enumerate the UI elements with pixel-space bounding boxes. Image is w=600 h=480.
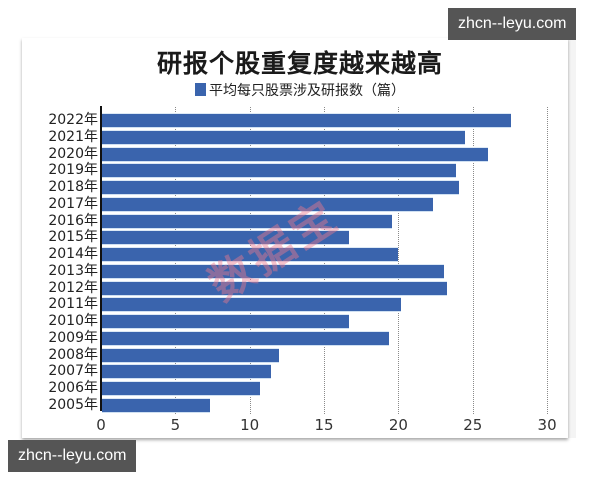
bar bbox=[102, 264, 445, 278]
legend-swatch-icon bbox=[195, 83, 206, 96]
x-tick-label: 5 bbox=[170, 416, 181, 434]
y-category-label: 2006年 bbox=[48, 380, 98, 396]
y-category-label: 2014年 bbox=[48, 246, 98, 262]
bar bbox=[102, 331, 390, 345]
y-category-label: 2016年 bbox=[48, 212, 98, 229]
bar bbox=[102, 365, 271, 379]
x-tick-label: 20 bbox=[388, 416, 408, 434]
legend-label: 平均每只股票涉及研报数（篇） bbox=[209, 83, 405, 99]
bar bbox=[102, 114, 512, 127]
bar bbox=[102, 382, 261, 395]
chart-legend: 平均每只股票涉及研报数（篇） bbox=[0, 80, 600, 100]
bar bbox=[102, 281, 448, 295]
y-category-label: 2008年 bbox=[48, 346, 98, 363]
y-category-label: 2022年 bbox=[48, 112, 98, 128]
y-category-label: 2007年 bbox=[48, 363, 98, 380]
x-tick-label: 10 bbox=[240, 416, 260, 434]
y-category-label: 2012年 bbox=[48, 279, 98, 296]
y-category-label: 2019年 bbox=[48, 162, 98, 179]
site-badge-top[interactable]: zhcn--leyu.com bbox=[448, 8, 577, 40]
bar bbox=[102, 248, 399, 261]
x-tick-label: 0 bbox=[96, 416, 106, 434]
bar bbox=[102, 214, 393, 228]
bar bbox=[102, 130, 466, 144]
y-category-label: 2021年 bbox=[48, 128, 98, 145]
site-badge-bottom[interactable]: zhcn--leyu.com bbox=[8, 440, 137, 472]
bar bbox=[102, 398, 210, 412]
y-axis-line bbox=[100, 106, 102, 411]
gridline bbox=[398, 107, 400, 414]
x-tick-label: 30 bbox=[537, 416, 557, 434]
y-category-label: 2010年 bbox=[48, 313, 98, 329]
bar bbox=[102, 147, 488, 161]
y-category-label: 2020年 bbox=[48, 145, 98, 162]
chart-title: 研报个股重复度越来越高 bbox=[156, 49, 443, 78]
y-category-label: 2011年 bbox=[48, 296, 98, 313]
bar bbox=[102, 197, 433, 211]
bar bbox=[102, 298, 402, 312]
gridline bbox=[547, 107, 549, 414]
bar bbox=[102, 348, 280, 362]
x-tick-label: 25 bbox=[463, 416, 483, 434]
bar bbox=[102, 164, 457, 178]
bar bbox=[102, 231, 350, 245]
x-tick-label: 15 bbox=[314, 416, 334, 434]
y-category-label: 2015年 bbox=[48, 229, 98, 246]
y-category-label: 2017年 bbox=[48, 195, 98, 212]
gridline bbox=[472, 107, 474, 414]
bar bbox=[102, 315, 350, 328]
y-category-label: 2018年 bbox=[48, 179, 98, 195]
bar bbox=[102, 181, 460, 194]
y-category-label: 2009年 bbox=[48, 329, 98, 346]
frame-edge bbox=[568, 30, 576, 438]
y-category-label: 2013年 bbox=[48, 262, 98, 279]
y-category-label: 2005年 bbox=[48, 396, 98, 413]
